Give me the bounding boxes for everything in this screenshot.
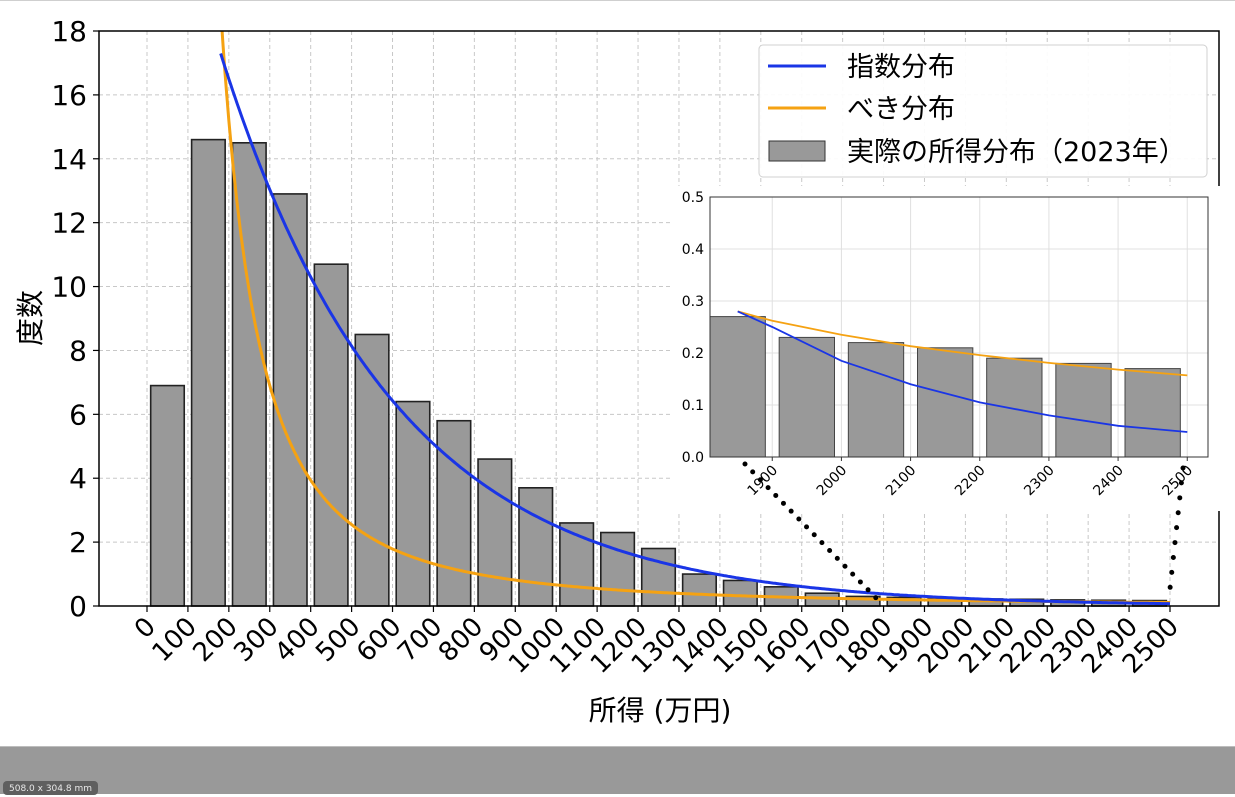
y-tick-label: 0 [69, 590, 87, 623]
legend-label: 実際の所得分布（2023年） [847, 137, 1186, 168]
inset-bar [847, 342, 905, 458]
histogram-bar [436, 419, 472, 607]
histogram-bar [272, 193, 308, 607]
y-tick-label: 18 [51, 15, 87, 48]
histogram-bar [354, 333, 390, 607]
y-tick-label: 12 [51, 207, 87, 240]
inset-bar [986, 357, 1043, 458]
y-tick-label: 16 [51, 79, 87, 112]
inset-y-tick-label: 0.0 [682, 450, 704, 466]
legend-label: べき分布 [847, 94, 955, 125]
inset-y-tick-label: 0.1 [682, 398, 704, 414]
income-distribution-chart: 0246810121416180100200300400500600700800… [14, 15, 1222, 727]
histogram-bar [190, 138, 226, 607]
y-tick-label: 8 [69, 334, 87, 367]
y-tick-label: 2 [69, 526, 87, 559]
y-tick-label: 10 [51, 271, 87, 304]
y-tick-label: 6 [69, 398, 87, 431]
legend-box [758, 44, 1208, 178]
histogram-bar [600, 531, 636, 607]
inset-y-tick-label: 0.3 [682, 294, 704, 310]
inset-bar [1055, 362, 1112, 458]
histogram-bar [722, 579, 758, 607]
y-tick-label: 14 [51, 143, 87, 176]
histogram-bar [395, 400, 431, 607]
top-border [0, 0, 1235, 1]
histogram-bar [477, 458, 513, 607]
inset-y-tick-label: 0.4 [682, 242, 704, 258]
inset-bar [917, 347, 974, 458]
histogram-bar [559, 522, 595, 607]
inset-power-law-curve [737, 310, 1188, 377]
histogram-bar [518, 487, 554, 607]
histogram-bar [313, 263, 349, 607]
inset-bar [709, 316, 766, 458]
inset-bar [1124, 368, 1181, 458]
zoom-connector-left [742, 461, 883, 605]
legend-bar-swatch [768, 140, 826, 162]
inset-y-tick-label: 0.5 [682, 190, 704, 206]
status-bar [0, 746, 1235, 794]
y-axis-label: 度数 [14, 290, 47, 346]
histogram-bar [149, 384, 186, 607]
y-tick-label: 4 [69, 462, 87, 495]
inset-bar [778, 336, 836, 458]
x-axis-label: 所得 (万円) [589, 694, 732, 727]
inset-frame [709, 196, 1209, 458]
legend-label: 指数分布 [847, 52, 955, 83]
inset-exponential-curve [737, 310, 1188, 433]
exponential-curve [219, 53, 1171, 606]
histogram-bar [681, 573, 717, 607]
inset-y-tick-label: 0.2 [682, 346, 704, 362]
page-size-badge: 508.0 x 304.8 mm [3, 781, 98, 795]
